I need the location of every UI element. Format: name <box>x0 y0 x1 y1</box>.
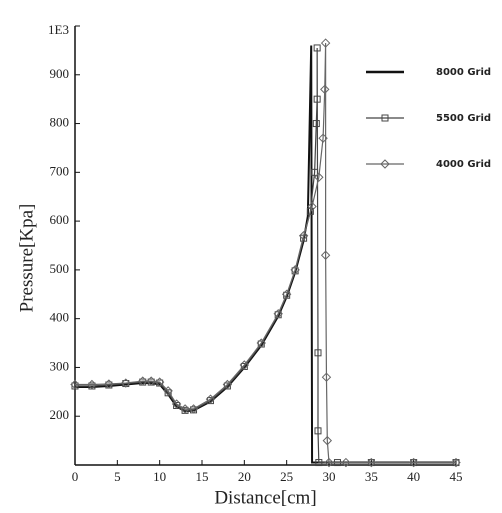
marker <box>70 379 80 390</box>
marker <box>256 338 266 348</box>
series-line <box>75 47 456 464</box>
x-tick-label: 5 <box>114 469 121 484</box>
marker <box>298 231 309 241</box>
marker <box>222 379 233 390</box>
x-tick-label: 45 <box>450 469 463 484</box>
marker <box>314 172 324 182</box>
marker <box>307 201 317 212</box>
y-tick-label: 700 <box>50 163 70 178</box>
marker <box>408 457 419 468</box>
marker <box>281 289 292 299</box>
series-line <box>75 43 456 464</box>
legend-label: 5500 Grid <box>436 113 491 124</box>
marker <box>164 389 172 397</box>
marker <box>324 457 334 468</box>
marker <box>320 250 331 260</box>
marker <box>321 372 332 382</box>
marker <box>138 376 148 386</box>
marker <box>322 435 333 446</box>
y-tick-label: 800 <box>50 115 70 130</box>
marker <box>313 44 321 52</box>
y-tick-label: 600 <box>50 212 70 227</box>
marker <box>314 349 322 357</box>
x-tick-label: 40 <box>407 469 420 484</box>
marker <box>313 95 321 103</box>
y-tick-label: 400 <box>50 310 70 325</box>
y-axis-title: Pressure[Kpa] <box>16 204 37 313</box>
marker <box>87 379 97 390</box>
marker <box>318 133 328 143</box>
marker <box>180 404 190 414</box>
x-tick-label: 10 <box>153 469 166 484</box>
marker <box>146 376 156 386</box>
x-tick-label: 30 <box>323 469 336 484</box>
legend-label: 4000 Grid <box>436 159 491 170</box>
marker <box>380 159 390 169</box>
marker <box>205 394 216 404</box>
x-tick-label: 25 <box>280 469 293 484</box>
marker <box>154 377 165 387</box>
marker <box>320 38 331 48</box>
x-tick-label: 0 <box>72 469 79 484</box>
marker <box>341 457 351 468</box>
marker <box>320 84 330 95</box>
marker <box>311 168 319 176</box>
y-tick-label: 500 <box>50 261 70 276</box>
y-tick-label: 900 <box>50 66 70 81</box>
marker <box>314 427 322 435</box>
marker <box>239 360 250 370</box>
marker <box>451 457 461 468</box>
marker <box>290 265 300 275</box>
marker <box>171 399 182 409</box>
legend-label: 8000 Grid <box>436 67 491 78</box>
x-tick-label: 20 <box>238 469 251 484</box>
marker <box>381 114 389 122</box>
series-line <box>75 45 456 464</box>
marker <box>315 459 323 467</box>
marker <box>121 378 131 388</box>
marker <box>273 309 283 319</box>
x-tick-label: 35 <box>365 469 378 484</box>
y-tick-label: 200 <box>50 407 70 422</box>
y-tick-label: 1E3 <box>48 22 69 37</box>
x-tick-label: 15 <box>196 469 209 484</box>
marker <box>366 457 377 468</box>
marker <box>163 386 173 396</box>
y-tick-label: 300 <box>50 358 70 373</box>
x-axis-title: Distance[cm] <box>214 487 316 508</box>
marker <box>188 404 199 414</box>
marker <box>104 379 114 389</box>
marker <box>312 120 320 128</box>
